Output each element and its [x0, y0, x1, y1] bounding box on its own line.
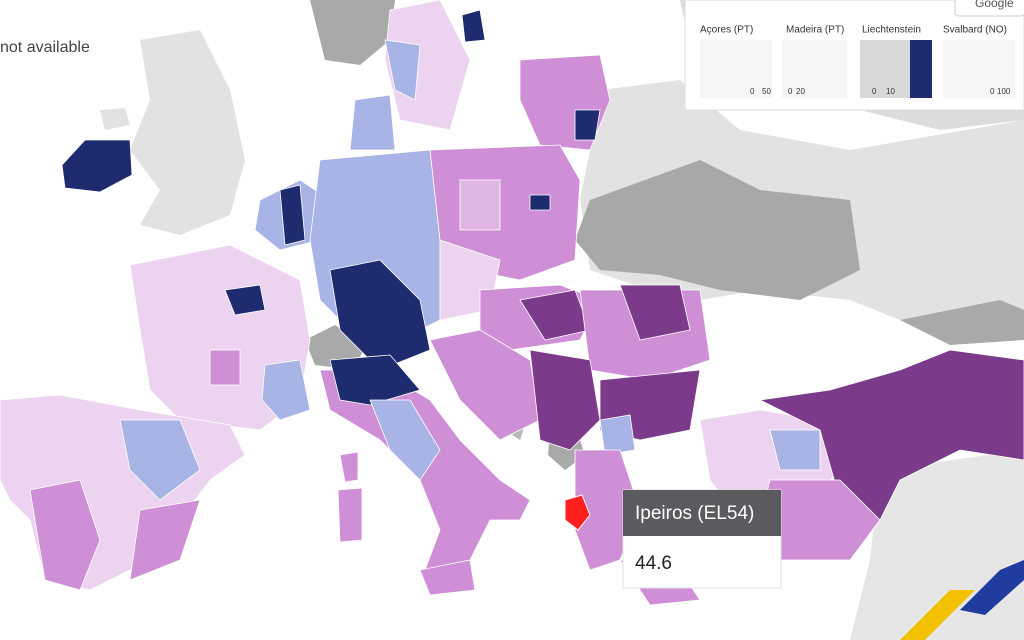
- scale-label: 0: [788, 87, 793, 96]
- tooltip-value: 44.6: [635, 553, 672, 574]
- inset-map: [700, 40, 772, 98]
- legend-not-available: not available: [0, 39, 90, 56]
- scale-label: 50: [762, 87, 771, 96]
- google-button[interactable]: [954, 0, 1024, 17]
- inset-label: Madeira (PT): [786, 25, 844, 36]
- tooltip: Ipeiros (EL54) 44.6: [622, 489, 782, 589]
- logo: [900, 560, 1024, 640]
- scale-label: 0: [750, 87, 755, 96]
- inset-map: [943, 40, 1015, 98]
- inset-map-region: [910, 40, 932, 98]
- inset-panel: Açores (PT) Madeira (PT) Liechtenstein S…: [684, 0, 1024, 111]
- tooltip-title: Ipeiros (EL54): [635, 503, 754, 524]
- inset-label: Liechtenstein: [862, 25, 921, 36]
- scale-label: 20: [796, 87, 805, 96]
- scale-label: 100: [997, 87, 1011, 96]
- selected-region[interactable]: [564, 494, 591, 531]
- scale-label: 0: [990, 87, 995, 96]
- inset-map: [782, 40, 847, 98]
- scale-label: 0: [872, 87, 877, 96]
- scale-label: 10: [886, 87, 895, 96]
- inset-label: Açores (PT): [700, 25, 753, 36]
- attribution: Google: [975, 0, 1014, 10]
- inset-label: Svalbard (NO): [943, 25, 1007, 36]
